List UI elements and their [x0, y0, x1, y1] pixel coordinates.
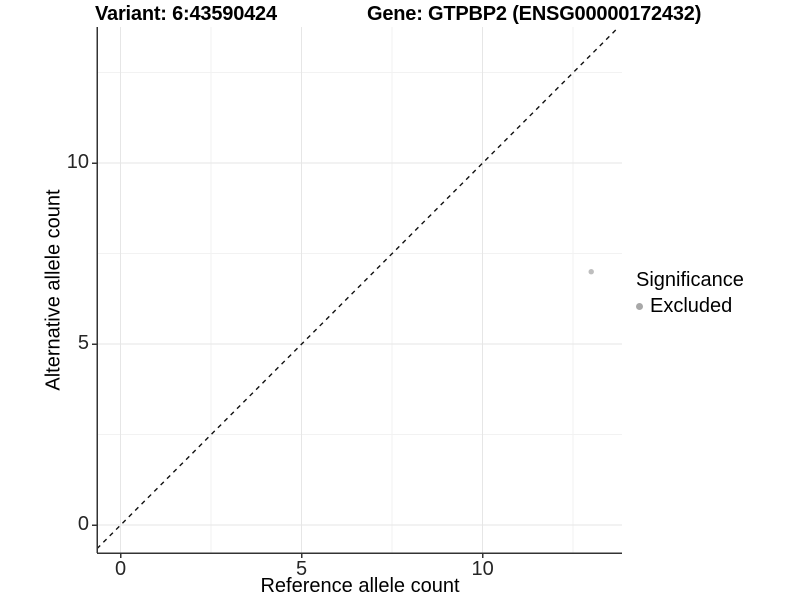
- legend-title: Significance: [636, 269, 744, 291]
- data-point: [588, 269, 594, 275]
- y-tick-label: 10: [66, 151, 89, 174]
- y-tick-label: 0: [77, 513, 89, 536]
- legend: Significance Excluded: [636, 268, 744, 318]
- identity-dashed-line: [96, 26, 620, 550]
- circle-marker-icon: [636, 302, 643, 310]
- x-tick-label: 5: [296, 558, 308, 580]
- x-axis-title: Reference allele count: [260, 575, 460, 597]
- x-tick-label: 10: [471, 558, 494, 580]
- legend-item-excluded: Excluded: [636, 294, 744, 318]
- legend-item-label: Excluded: [650, 295, 733, 317]
- x-tick-label: 0: [114, 558, 127, 580]
- plot-title-variant: Variant: 6:43590424: [95, 3, 277, 25]
- plot-title-gene: Gene: GTPBP2 (ENSG00000172432): [367, 3, 702, 25]
- y-tick-label: 5: [77, 332, 89, 355]
- y-axis-title: Alternative allele count: [42, 189, 65, 391]
